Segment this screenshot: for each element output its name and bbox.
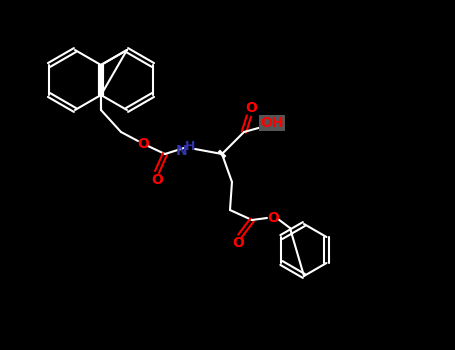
- Text: O: O: [267, 211, 279, 225]
- Text: O: O: [137, 137, 149, 151]
- Text: O: O: [232, 236, 244, 250]
- Text: N: N: [176, 144, 188, 158]
- Text: OH: OH: [260, 116, 284, 130]
- Text: H: H: [185, 140, 195, 153]
- Text: O: O: [245, 101, 257, 115]
- Text: O: O: [151, 173, 163, 187]
